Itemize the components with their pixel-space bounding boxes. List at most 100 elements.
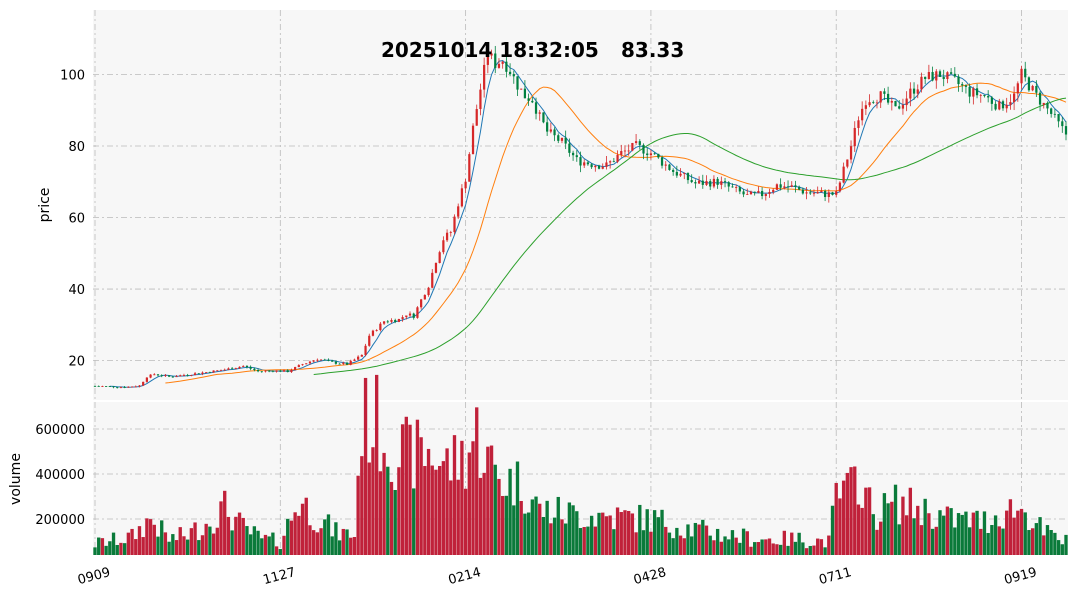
volume-bar	[567, 502, 572, 555]
volume-bar	[749, 546, 753, 555]
price-tick-label: 100	[60, 68, 85, 83]
volume-bar	[356, 475, 360, 555]
candle-body	[838, 182, 842, 192]
candle-body	[1024, 68, 1027, 78]
volume-bar	[771, 543, 775, 555]
candle-body	[323, 359, 326, 361]
candle-body	[979, 94, 982, 96]
candle-body	[445, 232, 449, 241]
volume-bar	[434, 469, 438, 555]
candle-body	[686, 173, 690, 181]
volume-bar	[979, 528, 983, 555]
ma-line-20	[165, 82, 1067, 384]
candle-body	[627, 150, 630, 152]
volume-bar	[849, 467, 853, 555]
volume-bar	[893, 484, 898, 555]
candle-body	[219, 370, 223, 371]
candle-body	[112, 386, 115, 388]
volume-bar	[660, 509, 664, 555]
volume-bar	[426, 448, 431, 555]
candle-body	[282, 370, 286, 372]
volume-bar	[964, 511, 968, 555]
candle-body	[516, 76, 519, 90]
volume-bar	[330, 536, 334, 555]
volume-bar	[234, 516, 238, 555]
chart-title-date: 20251014 18:32:05	[381, 38, 599, 62]
volume-bar	[549, 523, 553, 555]
candle-body	[757, 190, 760, 193]
candle-body	[935, 71, 938, 81]
volume-bar	[167, 541, 171, 555]
volume-bar	[271, 532, 275, 555]
candle-body	[927, 72, 930, 79]
candle-body	[256, 370, 260, 372]
candle-body	[772, 189, 775, 192]
candle-body	[93, 386, 97, 387]
candle-body	[182, 375, 186, 376]
candle-body	[401, 317, 404, 320]
volume-bar	[352, 536, 357, 555]
volume-bar	[830, 505, 835, 555]
volume-bar	[930, 528, 935, 555]
volume-bar	[119, 542, 123, 555]
candle-body	[590, 164, 593, 168]
candle-body	[879, 91, 882, 103]
candle-body	[319, 359, 323, 361]
volume-bar	[489, 445, 494, 555]
volume-bar	[938, 510, 942, 555]
candle-body	[505, 61, 508, 72]
candle-body	[305, 363, 308, 365]
candle-body	[579, 157, 582, 166]
candle-body	[408, 313, 412, 316]
volume-bar	[723, 536, 727, 555]
volume-bar	[252, 526, 257, 555]
volume-bar	[641, 530, 646, 555]
volume-bar	[593, 526, 597, 555]
candle-body	[916, 89, 919, 94]
volume-bar	[300, 503, 305, 555]
candle-body	[583, 162, 586, 166]
volume-bar	[1034, 523, 1039, 555]
candle-body	[127, 386, 130, 388]
volume-bar	[801, 542, 805, 555]
candle-body	[723, 181, 727, 183]
volume-bar	[715, 528, 720, 555]
volume-bar	[775, 544, 779, 555]
volume-bar	[704, 525, 709, 555]
candle-body	[1038, 92, 1042, 105]
candle-body	[842, 166, 845, 183]
volume-bar	[311, 530, 316, 555]
volume-bar	[430, 465, 434, 555]
volume-bar	[460, 440, 464, 555]
x-tick-label: 0428	[632, 565, 668, 588]
candle-body	[1061, 121, 1064, 127]
candle-body	[434, 262, 438, 273]
volume-bar	[163, 532, 168, 555]
candle-body	[872, 102, 875, 103]
candle-body	[494, 53, 497, 68]
volume-bar	[100, 538, 105, 555]
candle-body	[460, 188, 464, 207]
candle-body	[245, 365, 249, 367]
candle-body	[990, 97, 993, 104]
volume-bar	[208, 526, 212, 555]
volume-bar	[297, 515, 301, 555]
volume-bar	[953, 527, 957, 555]
volume-bar	[608, 515, 612, 555]
candle-body	[534, 102, 538, 114]
candle-body	[386, 321, 389, 323]
volume-bar	[597, 512, 601, 555]
candle-body	[987, 96, 990, 98]
candle-body	[216, 370, 219, 372]
volume-bar	[178, 527, 182, 555]
candle-body	[212, 370, 215, 373]
volume-bar	[497, 478, 501, 555]
candle-body	[357, 356, 360, 360]
volume-bar	[586, 526, 590, 555]
candle-body	[657, 153, 660, 158]
volume-bar	[475, 407, 479, 555]
volume-bar	[408, 424, 412, 555]
volume-tick-label: 400000	[35, 468, 85, 483]
candle-body	[679, 173, 682, 176]
